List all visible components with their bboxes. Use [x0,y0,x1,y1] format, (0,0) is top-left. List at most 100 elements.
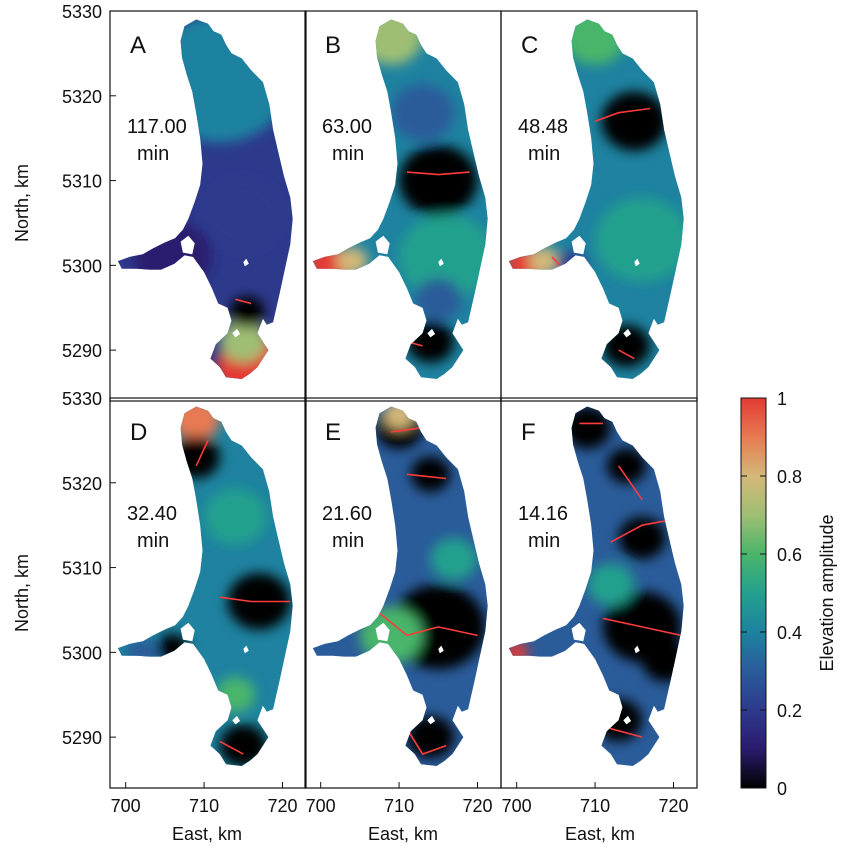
island [571,622,586,642]
island [375,622,390,642]
panel-c: C 48.48 min [500,10,698,402]
amplitude-blob [430,537,478,581]
nodal-line [406,171,470,176]
island [634,258,640,267]
nodal-line [602,617,682,637]
nodal-line [219,740,244,755]
nodal-line [375,609,478,637]
amplitude-blob [528,246,560,276]
island [180,235,195,255]
panel-letter: B [325,32,341,59]
period-value: 48.48 [518,116,568,138]
period-value: 117.00 [127,116,187,138]
amplitude-blob [414,278,462,321]
period-unit: min [137,143,169,165]
y-axis-label-top: North, km [12,164,32,242]
x-tick-label: 700 [502,796,532,816]
island [243,645,249,654]
panel-b: B 63.00 min [304,10,502,402]
amplitude-blob [587,563,635,606]
panel-letter: E [325,419,341,446]
amplitude-blob [601,91,668,151]
period-unit: min [137,530,169,552]
amplitude-blob [172,436,220,479]
nodal-line [594,107,651,122]
island [232,715,241,725]
y-axis-label-bottom: North, km [12,554,32,632]
amplitude-blob [563,19,627,65]
island [623,715,632,725]
amplitude-blob [618,516,666,560]
island [427,715,436,725]
amplitude-blob [606,448,647,484]
panels-layer: A 117.00 min B 63.00 min C 48.48 min D 32.40 min E 21… [109,10,698,789]
period-unit: min [528,530,560,552]
nodal-line [391,426,423,433]
island [634,645,640,654]
island [180,622,195,642]
colorbar-label: Elevation amplitude [817,514,837,671]
nodal-line [406,473,447,480]
amplitude-blob [219,320,267,363]
x-tick-label: 720 [462,796,492,816]
lake-field [508,406,684,766]
lake-base [312,19,488,379]
y-tick-label: 5300 [62,256,102,276]
amplitude-blob [642,639,684,682]
amplitude-blob [359,19,423,65]
panel-letter: A [130,32,146,59]
colorbar: 0 0.2 0.4 0.6 0.8 1 Elevation amplitude [740,389,837,799]
panel-e: E 21.60 min [304,397,502,789]
period-unit: min [332,530,364,552]
lake-field [312,406,488,766]
colorbar-ticks: 0 0.2 0.4 0.6 0.8 1 [741,389,802,799]
amplitude-blob [204,488,267,545]
x-tick-label: 700 [111,796,141,816]
nodal-line [219,596,291,603]
island [438,258,444,267]
y-tick-label: 5310 [62,559,102,579]
panel-frame [500,10,698,402]
panel-letter: D [130,419,147,446]
y-tick-label: 5330 [62,389,102,409]
nodal-line [610,520,666,543]
amplitude-blob [204,179,283,250]
island [375,235,390,255]
x-tick-label: 710 [384,796,414,816]
amplitude-blob [229,296,265,328]
period-value: 32.40 [127,503,177,525]
amplitude-blob [383,406,415,430]
amplitude-blob [133,221,212,293]
nodal-line [618,349,635,360]
lake-base [312,406,488,766]
amplitude-blob [399,145,478,216]
amplitude-blob [125,638,158,667]
x-axis-label-c: East, km [565,824,635,844]
amplitude-blob [406,320,454,363]
x-tick-label: 700 [306,796,336,816]
nodal-line [551,256,561,266]
island [427,328,436,338]
nodal-line [406,728,447,756]
colorbar-tick-label: 0 [777,779,787,799]
panel-frame [109,397,307,789]
y-tick-label: 5290 [62,341,102,361]
panel-frame [500,397,698,789]
x-tick-label: 720 [267,796,297,816]
nodal-line [235,298,252,305]
y-tick-label: 5310 [62,172,102,192]
axes-layer: 5290 5300 5310 5320 5330 5290 5300 5310 5320 5330… [62,2,689,816]
y-tick-label: 5320 [62,474,102,494]
x-tick-label: 710 [580,796,610,816]
y-tick-label: 5300 [62,643,102,663]
y-tick-label: 5320 [62,87,102,107]
x-axis-label-b: East, km [368,824,438,844]
lake-field [508,19,684,379]
colorbar-tick-label: 1 [777,389,787,409]
amplitude-blob [336,246,368,276]
amplitude-blob [563,406,611,449]
period-unit: min [332,143,364,165]
period-value: 63.00 [322,116,372,138]
amplitude-blob [555,251,588,280]
amplitude-blob [391,84,454,141]
